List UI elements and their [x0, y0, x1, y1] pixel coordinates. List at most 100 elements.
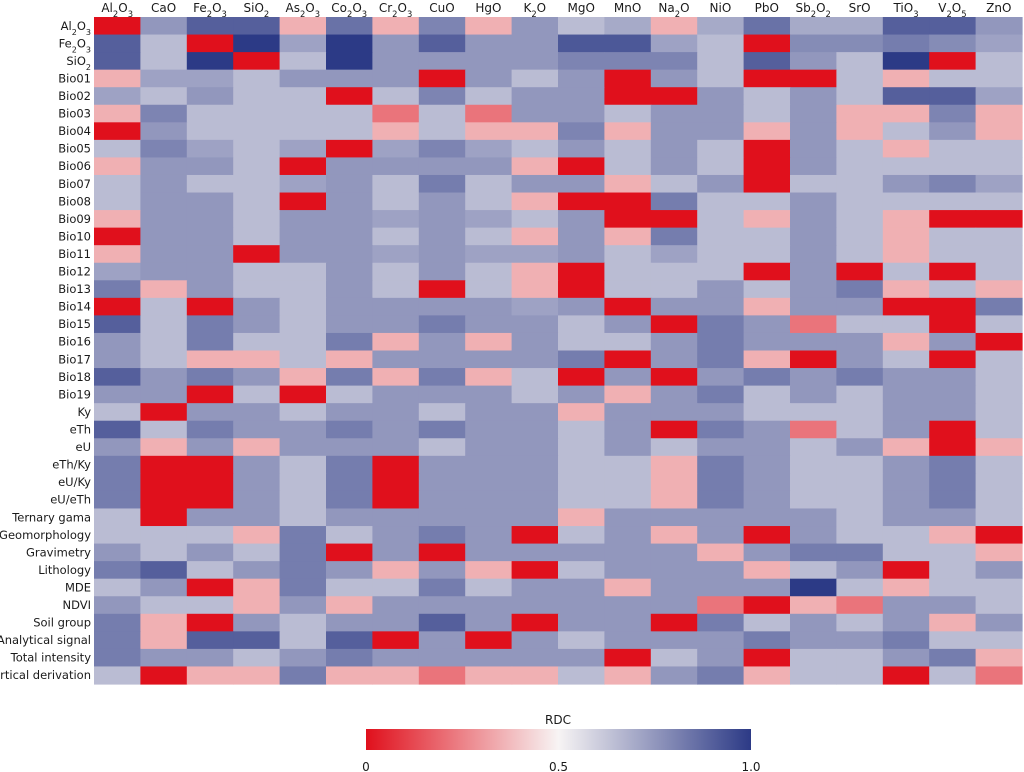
column-label-subscript-2: 2: [826, 9, 831, 19]
heatmap-cell: [697, 455, 745, 474]
heatmap-cell: [975, 104, 1023, 123]
heatmap-cell: [836, 210, 884, 229]
heatmap-cell: [790, 543, 837, 562]
heatmap-cell: [697, 280, 745, 299]
row-label-text-2: O: [77, 36, 86, 50]
heatmap-cell: [511, 139, 559, 159]
heatmap-cell: [604, 403, 652, 422]
heatmap-cell: [882, 455, 930, 474]
heatmap-cell: [372, 192, 420, 211]
heatmap-cell: [743, 613, 791, 632]
heatmap-cell: [604, 350, 652, 369]
heatmap-cell: [233, 473, 281, 492]
heatmap-cell: [882, 315, 930, 334]
heatmap-cell: [94, 578, 141, 597]
heatmap-cell: [465, 613, 513, 632]
heatmap-cell: [279, 17, 327, 36]
heatmap-cell: [929, 578, 977, 597]
heatmap-cell: [511, 332, 559, 352]
heatmap-cell: [882, 157, 930, 176]
heatmap-cell: [558, 17, 605, 36]
heatmap-cell: [140, 315, 188, 334]
heatmap-cell: [558, 122, 605, 141]
heatmap-cell: [558, 473, 605, 492]
heatmap-cell: [604, 473, 652, 492]
heatmap-cell: [233, 666, 281, 685]
row-label-text: Bio09: [58, 212, 91, 226]
heatmap-cell: [140, 666, 188, 685]
heatmap-cell: [140, 262, 188, 281]
column-label: K2O: [523, 1, 546, 19]
row-label-text: Ky: [77, 405, 91, 419]
heatmap-cell: [465, 631, 513, 650]
heatmap-cell: [186, 631, 234, 650]
heatmap-cell: [929, 561, 977, 580]
column-label-subscript: 2: [207, 9, 212, 19]
heatmap-cell: [604, 385, 652, 404]
heatmap-cell: [558, 368, 605, 387]
heatmap-cell: [604, 666, 652, 685]
heatmap-cell: [836, 455, 884, 474]
heatmap-cell: [604, 52, 652, 71]
heatmap-cell: [743, 34, 791, 53]
heatmap-cell: [929, 385, 977, 404]
heatmap-cell: [836, 280, 884, 299]
heatmap-cell: [882, 52, 930, 71]
heatmap-cell: [279, 245, 327, 264]
heatmap-cell: [186, 420, 234, 439]
heatmap-cell: [372, 315, 420, 334]
heatmap-cell: [186, 596, 234, 615]
heatmap-cell: [140, 34, 188, 53]
row-label: SiO2: [66, 54, 91, 72]
heatmap-cell: [975, 245, 1023, 264]
heatmap-cell: [882, 174, 930, 194]
heatmap-cell: [558, 87, 605, 106]
row-label: Vertical derivation: [0, 668, 91, 682]
column-label-text: CuO: [429, 1, 454, 15]
heatmap-cell: [233, 508, 281, 527]
heatmap-cell: [326, 526, 373, 545]
heatmap-cell: [836, 332, 884, 352]
heatmap-cell: [697, 385, 745, 404]
heatmap-cell: [975, 52, 1023, 71]
heatmap-cell: [511, 87, 559, 106]
column-label-text: Co: [331, 1, 347, 15]
column-label-text: HgO: [475, 1, 501, 15]
heatmap-cell: [279, 385, 327, 404]
heatmap-cell: [372, 403, 420, 422]
heatmap-cell: [140, 473, 188, 492]
heatmap-cell: [882, 403, 930, 422]
heatmap-cell: [279, 157, 327, 176]
heatmap-cell: [186, 561, 234, 580]
heatmap-cell: [558, 280, 605, 299]
heatmap-cell: [186, 139, 234, 159]
heatmap-cell: [743, 596, 791, 615]
heatmap-cell: [790, 262, 837, 281]
row-label: eU/eTh: [50, 493, 91, 507]
heatmap-cell: [465, 420, 513, 439]
heatmap-cell: [511, 17, 559, 36]
heatmap-cell: [233, 648, 281, 668]
row-label: Ky: [77, 405, 91, 419]
heatmap-cell: [465, 87, 513, 106]
heatmap-cell: [975, 455, 1023, 474]
heatmap-cell: [836, 403, 884, 422]
heatmap-cell: [558, 578, 605, 597]
heatmap-cell: [511, 192, 559, 211]
heatmap-cell: [882, 122, 930, 141]
heatmap-cell: [465, 17, 513, 36]
heatmap-cell: [372, 385, 420, 404]
heatmap-cell: [418, 297, 466, 316]
heatmap-cell: [558, 631, 605, 650]
heatmap-cell: [140, 52, 188, 71]
heatmap-cell: [558, 385, 605, 404]
heatmap-cell: [94, 157, 141, 176]
heatmap-cell: [929, 613, 977, 632]
heatmap-cell: [418, 174, 466, 194]
heatmap-cell: [929, 104, 977, 123]
heatmap-cell: [743, 315, 791, 334]
heatmap-cell: [233, 455, 281, 474]
heatmap-cell: [650, 368, 698, 387]
heatmap-cell: [604, 596, 652, 615]
heatmap-cell: [558, 613, 605, 632]
